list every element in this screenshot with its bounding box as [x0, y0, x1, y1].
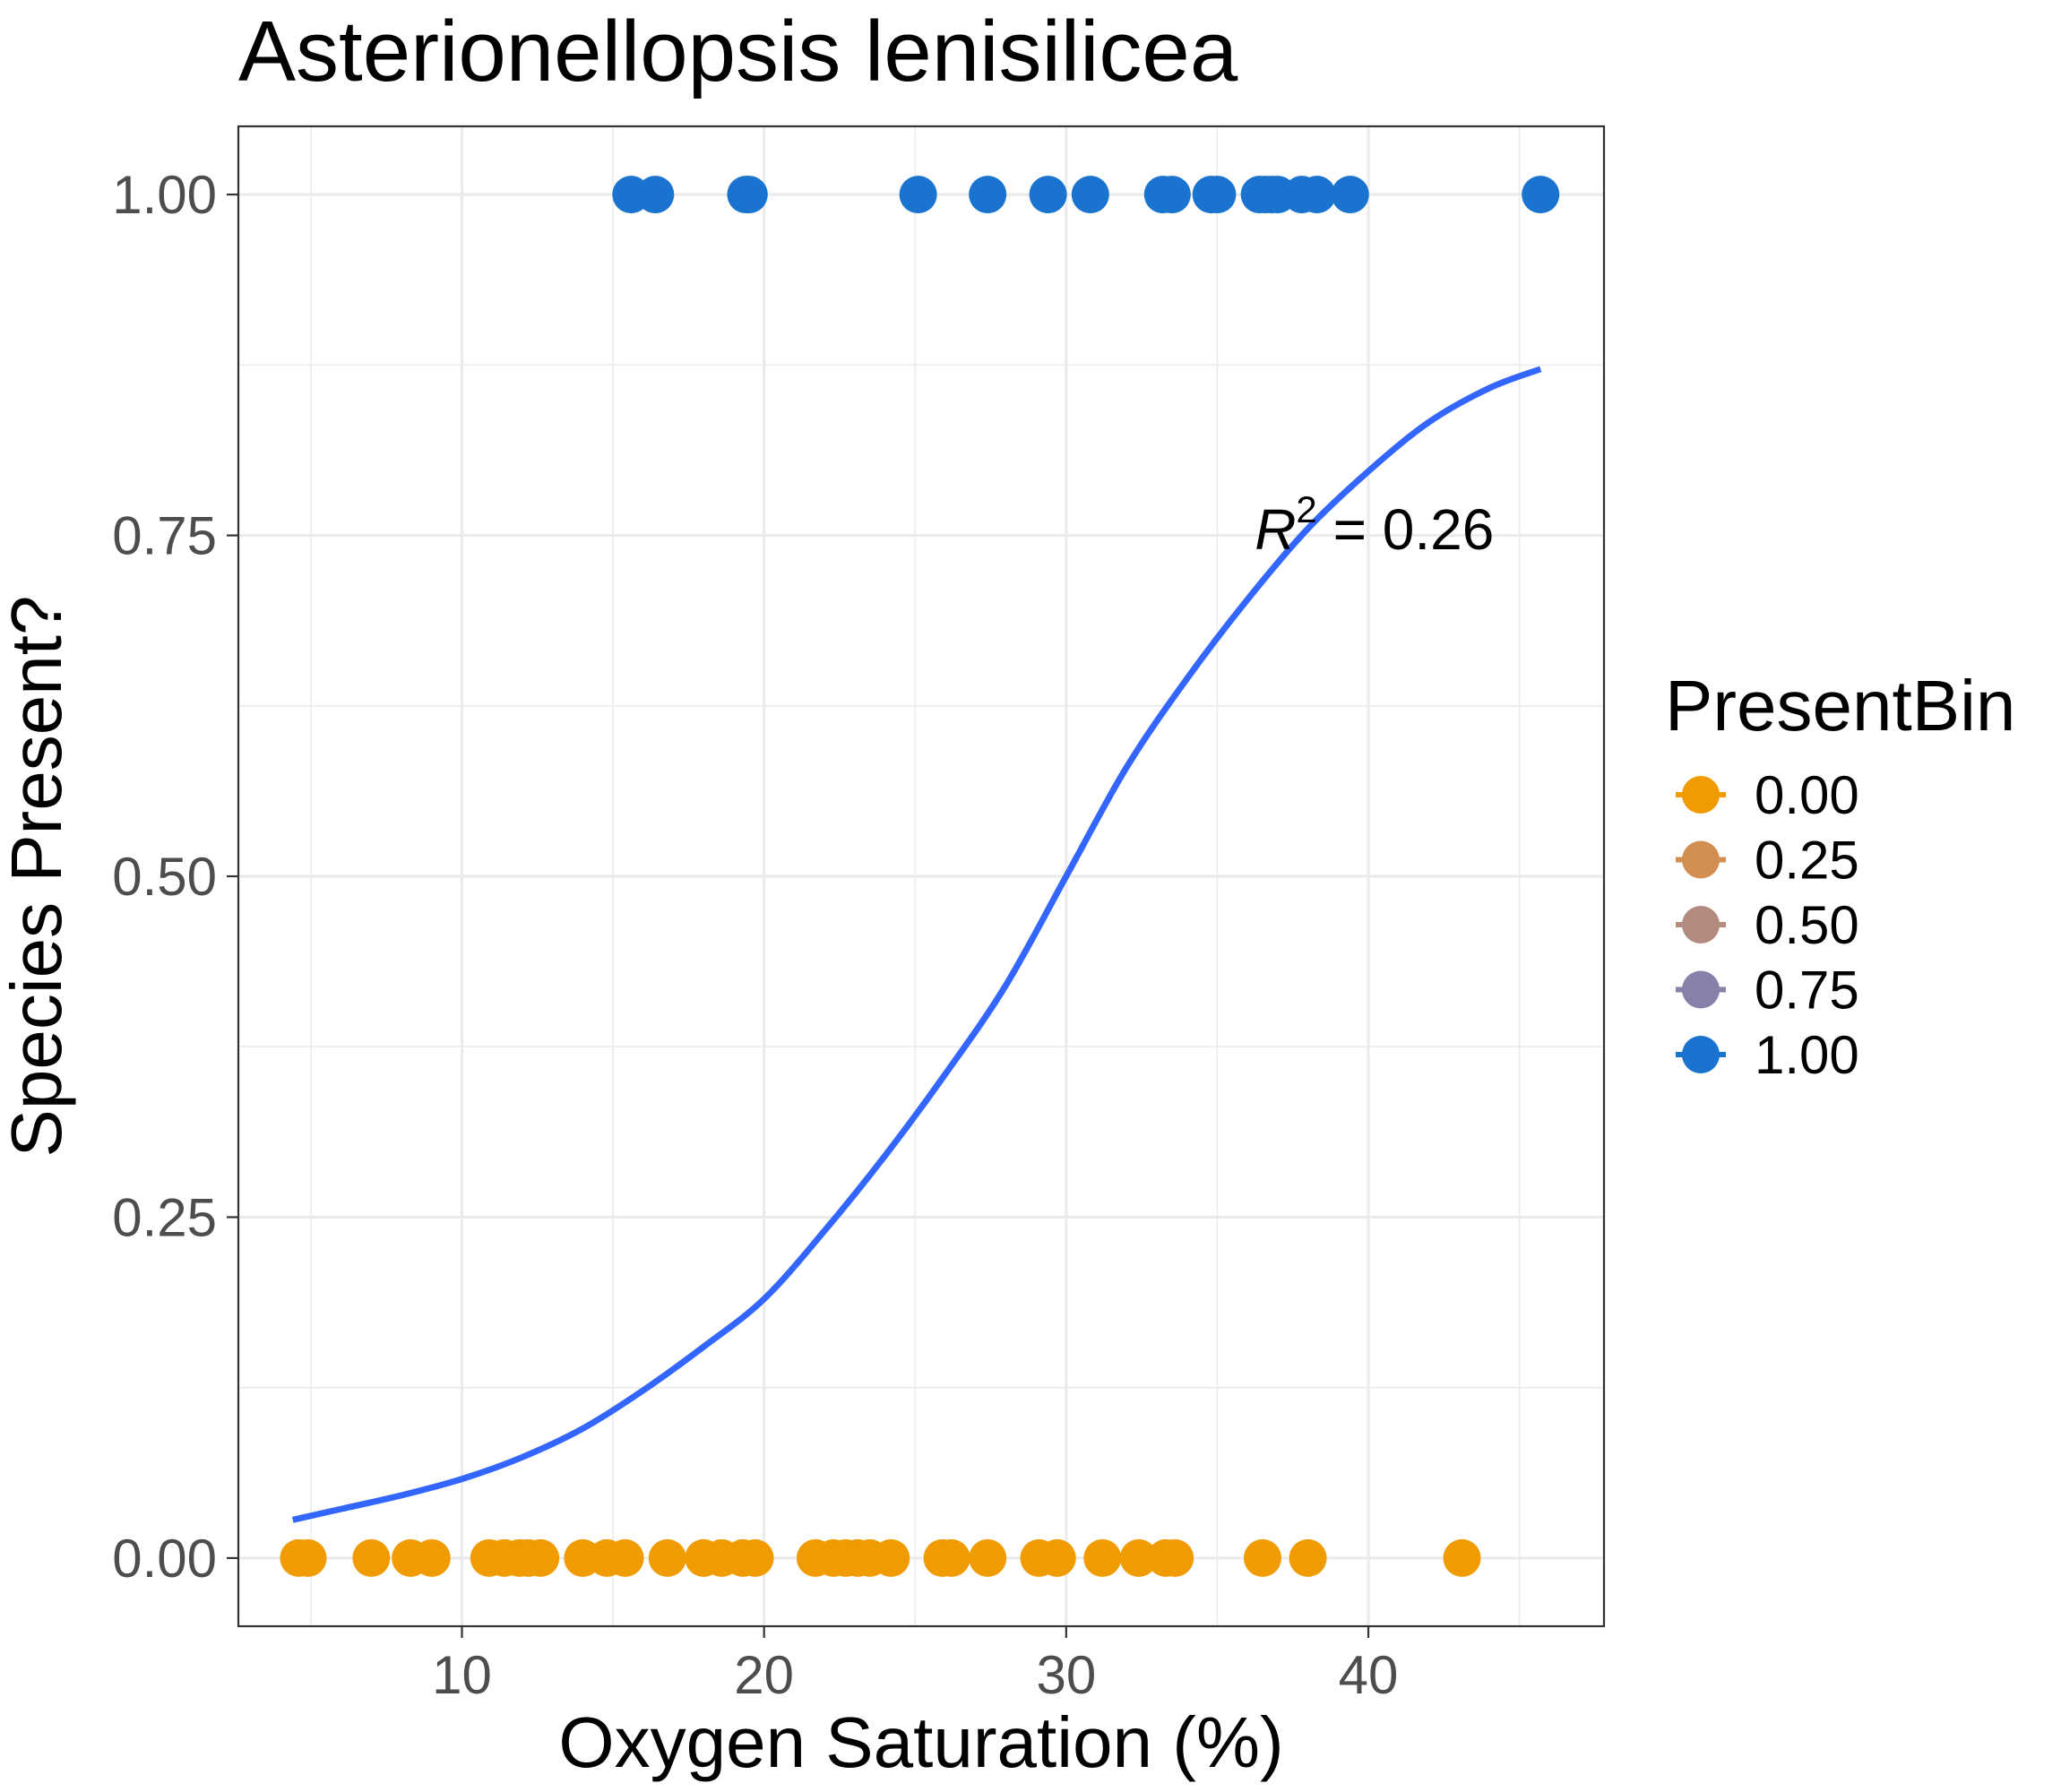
y-tick-label: 1.00: [112, 165, 217, 225]
legend-key-point: [1682, 776, 1720, 814]
data-point-bin-0.00: [1156, 1538, 1194, 1577]
data-point-bin-0.00: [1443, 1538, 1481, 1577]
y-axis-title: Species Present?: [0, 595, 76, 1157]
data-point-bin-0.00: [969, 1538, 1007, 1577]
y-tick-label: 0.75: [112, 506, 217, 566]
data-point-bin-0.00: [932, 1538, 970, 1577]
data-point-bin-1.00: [729, 176, 768, 214]
data-point-bin-0.00: [289, 1538, 327, 1577]
data-point-bin-0.00: [736, 1538, 774, 1577]
legend-label: 0.00: [1755, 765, 1859, 825]
data-point-bin-1.00: [1071, 176, 1109, 214]
legend-label: 1.00: [1755, 1025, 1859, 1085]
legend-key-point: [1682, 906, 1720, 943]
data-point-bin-0.00: [648, 1538, 686, 1577]
r-squared-annotation: R2 = 0.26: [1255, 488, 1494, 562]
data-point-bin-0.00: [872, 1538, 910, 1577]
x-tick-label: 10: [432, 1645, 492, 1705]
data-point-bin-1.00: [899, 176, 937, 214]
data-point-bin-0.00: [352, 1538, 391, 1577]
legend-key-point: [1682, 1036, 1720, 1073]
data-point-bin-0.00: [412, 1538, 451, 1577]
data-point-bin-0.00: [1289, 1538, 1327, 1577]
data-point-bin-0.00: [1119, 1538, 1158, 1577]
data-point-bin-0.00: [606, 1538, 644, 1577]
legend: PresentBin 0.000.250.500.751.00: [1665, 666, 2015, 1085]
r-squared-label: R2 = 0.26: [1255, 488, 1494, 562]
x-tick-label: 20: [734, 1645, 794, 1705]
data-point-bin-0.00: [1038, 1538, 1076, 1577]
data-point-bin-1.00: [969, 176, 1007, 214]
data-point-bin-1.00: [1522, 176, 1560, 214]
fit-curve: [291, 366, 1542, 1523]
data-point-bin-1.00: [1331, 176, 1369, 214]
legend-title: PresentBin: [1665, 666, 2015, 745]
data-point-bin-0.00: [522, 1538, 560, 1577]
y-tick-label: 0.00: [112, 1529, 217, 1589]
data-points: [280, 176, 1560, 1577]
x-tick-label: 40: [1339, 1645, 1399, 1705]
x-axis-title: Oxygen Saturation (%): [558, 1702, 1283, 1782]
y-tick-label: 0.50: [112, 847, 217, 907]
x-tick-label: 30: [1036, 1645, 1096, 1705]
fit-curve-line: [291, 366, 1542, 1523]
grid: [238, 126, 1604, 1626]
legend-label: 0.75: [1755, 961, 1859, 1021]
axis-ticks: 10 20 30 40 0.00 0.25 0.50 0.75 1.00: [112, 165, 1398, 1705]
data-point-bin-1.00: [1298, 176, 1336, 214]
y-tick-label: 0.25: [112, 1187, 217, 1247]
legend-label: 0.25: [1755, 831, 1859, 891]
legend-key-point: [1682, 970, 1720, 1009]
data-point-bin-0.00: [1244, 1538, 1281, 1577]
data-point-bin-1.00: [1029, 176, 1067, 214]
chart-title: Asterionellopsis lenisilicea: [238, 4, 1238, 99]
data-point-bin-1.00: [1152, 176, 1191, 214]
data-point-bin-1.00: [636, 176, 675, 214]
data-point-bin-1.00: [1198, 176, 1237, 214]
data-point-bin-0.00: [1083, 1538, 1122, 1577]
legend-key-point: [1682, 840, 1720, 879]
legend-label: 0.50: [1755, 895, 1859, 955]
